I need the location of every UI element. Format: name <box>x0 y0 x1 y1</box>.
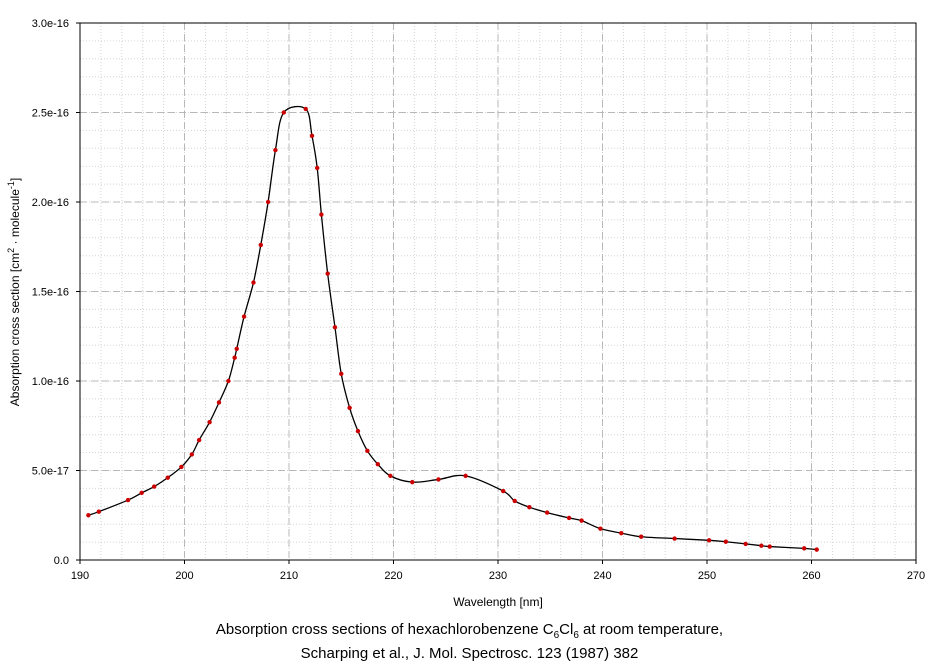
data-point <box>258 242 263 248</box>
data-point <box>179 464 184 470</box>
data-point <box>303 106 308 112</box>
x-tick-label: 220 <box>384 570 402 582</box>
x-tick-label: 270 <box>907 570 925 582</box>
data-point <box>139 490 144 496</box>
data-point <box>151 484 157 489</box>
y-tick-label: 5.0e-17 <box>32 466 69 478</box>
data-point <box>566 515 572 521</box>
data-point <box>598 526 603 531</box>
data-point <box>325 271 330 276</box>
x-axis: 190 200 210 220 230 240 250 260 270 <box>71 560 925 582</box>
data-point <box>234 346 239 351</box>
data-point <box>365 448 370 454</box>
data-point <box>638 534 644 539</box>
data-point <box>388 473 393 479</box>
data-point <box>241 314 247 319</box>
y-tick-label: 1.5e-16 <box>32 287 69 299</box>
data-point <box>767 544 772 549</box>
data-point <box>619 530 624 536</box>
data-point <box>309 133 315 138</box>
data-point <box>375 462 381 467</box>
data-point <box>265 199 271 205</box>
data-point <box>315 165 320 171</box>
data-point <box>273 147 278 153</box>
data-point <box>672 536 677 541</box>
data-point <box>216 400 222 405</box>
y-axis-label: Absorption cross section [cm2 · molecule… <box>6 178 22 406</box>
data-point <box>339 371 344 377</box>
caption-line-1: Absorption cross sections of hexachlorob… <box>215 621 724 641</box>
data-point <box>527 504 532 510</box>
y-tick-label: 3.0e-16 <box>32 18 69 30</box>
data-point <box>251 280 256 285</box>
x-tick-label: 200 <box>175 570 193 582</box>
series-line <box>88 105 817 551</box>
data-point <box>232 355 237 360</box>
data-point <box>512 498 517 504</box>
y-tick-label: 0.0 <box>54 555 69 567</box>
data-point <box>501 488 506 494</box>
data-point <box>743 541 748 547</box>
y-tick-label: 2.0e-16 <box>32 197 69 209</box>
data-point <box>207 419 212 425</box>
data-point <box>165 475 170 480</box>
data-point <box>410 479 415 485</box>
data-point <box>814 547 819 552</box>
data-point <box>226 378 231 384</box>
y-tick-label: 1.0e-16 <box>32 376 69 388</box>
data-point <box>723 539 729 544</box>
data-point <box>544 510 550 515</box>
x-axis-label: Wavelength [nm] <box>453 595 543 609</box>
data-point <box>706 538 712 543</box>
series-markers <box>86 106 819 552</box>
data-point <box>125 497 131 503</box>
data-point <box>86 513 91 518</box>
y-axis: 0.0 5.0e-17 1.0e-16 1.5e-16 2.0e-16 2.5e-16 3.… <box>32 18 80 567</box>
data-point <box>463 473 468 479</box>
data-point <box>579 518 584 523</box>
data-point <box>319 212 324 217</box>
data-point <box>189 452 195 457</box>
y-tick-label: 2.5e-16 <box>32 108 69 120</box>
data-point <box>96 509 102 514</box>
x-tick-label: 240 <box>593 570 611 582</box>
caption-line-2: Scharping et al., J. Mol. Spectrosc. 123… <box>300 645 639 662</box>
data-point <box>332 325 338 330</box>
x-tick-label: 260 <box>802 570 820 582</box>
data-point <box>281 110 286 115</box>
data-point <box>355 428 361 434</box>
data-point <box>801 546 807 551</box>
data-point <box>759 543 764 548</box>
data-point <box>347 405 352 411</box>
x-tick-label: 250 <box>698 570 716 582</box>
grid <box>79 22 917 561</box>
data-point <box>196 437 202 443</box>
data-point <box>436 477 441 482</box>
x-tick-label: 210 <box>280 570 298 582</box>
x-tick-label: 190 <box>71 570 89 582</box>
x-tick-label: 230 <box>489 570 507 582</box>
